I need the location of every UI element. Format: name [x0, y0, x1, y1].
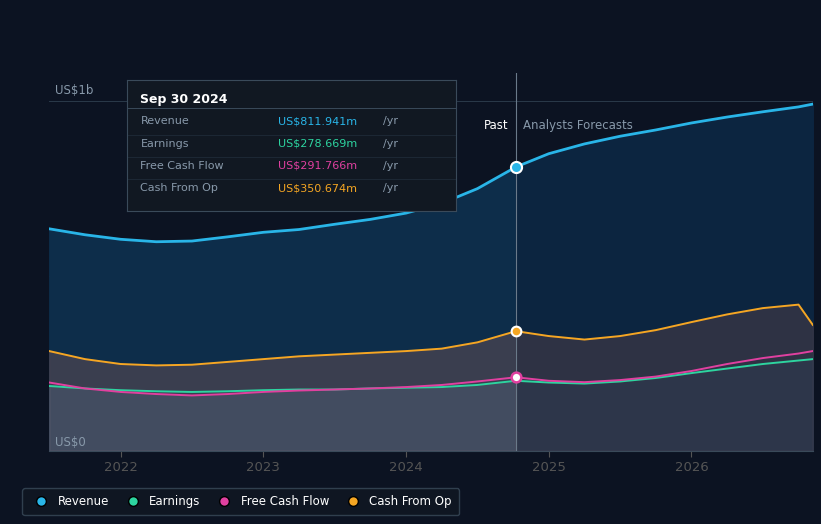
Text: Free Cash Flow: Free Cash Flow: [140, 161, 224, 171]
Text: /yr: /yr: [383, 161, 398, 171]
Legend: Revenue, Earnings, Free Cash Flow, Cash From Op: Revenue, Earnings, Free Cash Flow, Cash …: [22, 488, 459, 516]
Text: Revenue: Revenue: [140, 116, 189, 126]
Text: Cash From Op: Cash From Op: [140, 183, 218, 193]
Text: /yr: /yr: [383, 116, 398, 126]
Text: US$278.669m: US$278.669m: [278, 139, 358, 149]
Text: Earnings: Earnings: [140, 139, 189, 149]
Text: US$0: US$0: [55, 436, 85, 449]
Text: US$350.674m: US$350.674m: [278, 183, 357, 193]
Text: /yr: /yr: [383, 139, 398, 149]
Text: Past: Past: [484, 118, 509, 132]
Text: US$1b: US$1b: [55, 84, 94, 97]
Text: US$291.766m: US$291.766m: [278, 161, 357, 171]
Text: Analysts Forecasts: Analysts Forecasts: [523, 118, 633, 132]
Text: /yr: /yr: [383, 183, 398, 193]
Text: US$811.941m: US$811.941m: [278, 116, 357, 126]
Text: Sep 30 2024: Sep 30 2024: [140, 93, 228, 106]
